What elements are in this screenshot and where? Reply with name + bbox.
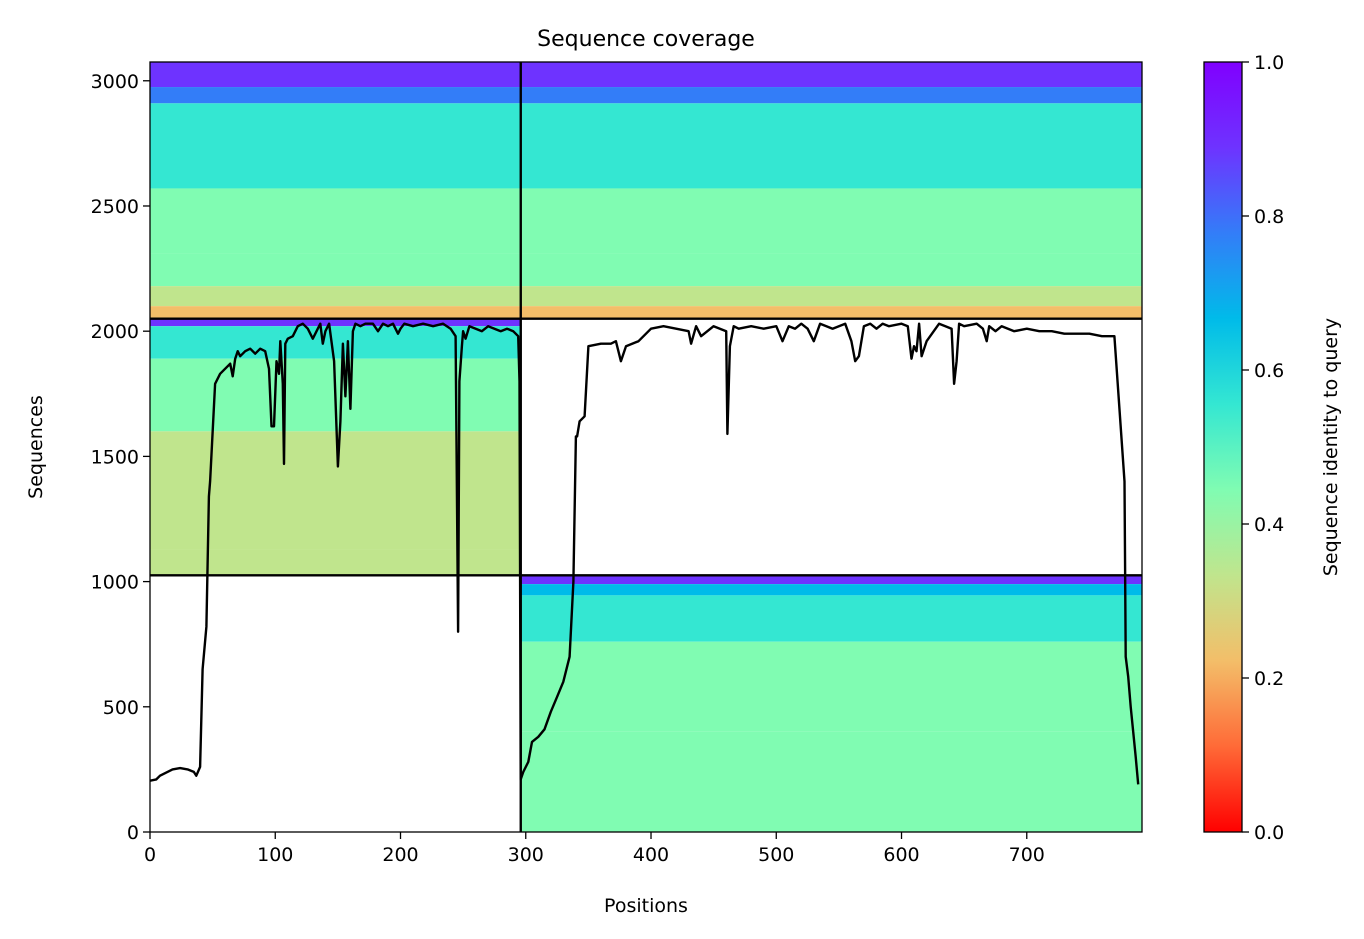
msa-band [150,318,521,327]
x-tick-label: 500 [758,844,794,866]
msa-band [150,188,1142,254]
colorbar-tick-label: 0.6 [1254,360,1284,382]
chart-title: Sequence coverage [537,27,755,52]
y-tick-label: 500 [103,697,139,719]
colorbar-tick-label: 0.0 [1254,822,1284,844]
colorbar: 0.0 0.2 0.4 0.6 0.8 1.0 Sequence identity to … [1203,52,1342,844]
plot-frame [149,61,1143,833]
msa-band [520,595,1142,642]
colorbar-gradient [1203,61,1243,833]
coverage-line [150,322,1140,785]
colorbar-tick-label: 0.4 [1254,514,1284,536]
x-tick-label: 100 [257,844,293,866]
colorbar-tick-label: 1.0 [1254,52,1284,74]
colorbar-ticks: 0.0 0.2 0.4 0.6 0.8 1.0 [1242,52,1284,844]
x-tick-label: 600 [883,844,919,866]
colorbar-tick-label: 0.8 [1254,206,1284,228]
y-tick-label: 1500 [91,446,139,468]
y-tick-label: 1000 [91,572,139,594]
msa-band [150,431,521,519]
msa-band [150,253,1142,287]
msa-band [520,641,1142,732]
x-tick-label: 700 [1009,844,1045,866]
msa-band [150,306,1142,319]
msa-band [150,518,521,550]
y-tick-label: 3000 [91,71,139,93]
colorbar-tick-label: 0.2 [1254,668,1284,690]
msa-band [520,584,1142,596]
msa-band [150,62,1142,88]
colorbar-label: Sequence identity to query [1320,318,1342,576]
x-tick-label: 0 [144,844,156,866]
msa-blocks [150,62,1142,832]
msa-band [150,103,1142,189]
x-axis-label: Positions [604,895,688,917]
msa-band [150,286,1142,307]
msa-band [150,549,521,576]
x-tick-label: 400 [633,844,669,866]
x-tick-label: 300 [508,844,544,866]
msa-band [520,575,1142,585]
y-axis-label: Sequences [25,395,47,499]
x-axis: 0 100 200 300 400 500 600 700 [144,832,1045,866]
y-tick-label: 2500 [91,196,139,218]
y-axis: 0 500 1000 1500 2000 2500 3000 [91,71,150,844]
msa-band [150,87,1142,104]
y-tick-label: 0 [127,822,139,844]
plot-area [150,62,1142,832]
x-tick-label: 200 [382,844,418,866]
y-tick-label: 2000 [91,321,139,343]
msa-band [520,731,1142,832]
msa-band [150,326,521,359]
